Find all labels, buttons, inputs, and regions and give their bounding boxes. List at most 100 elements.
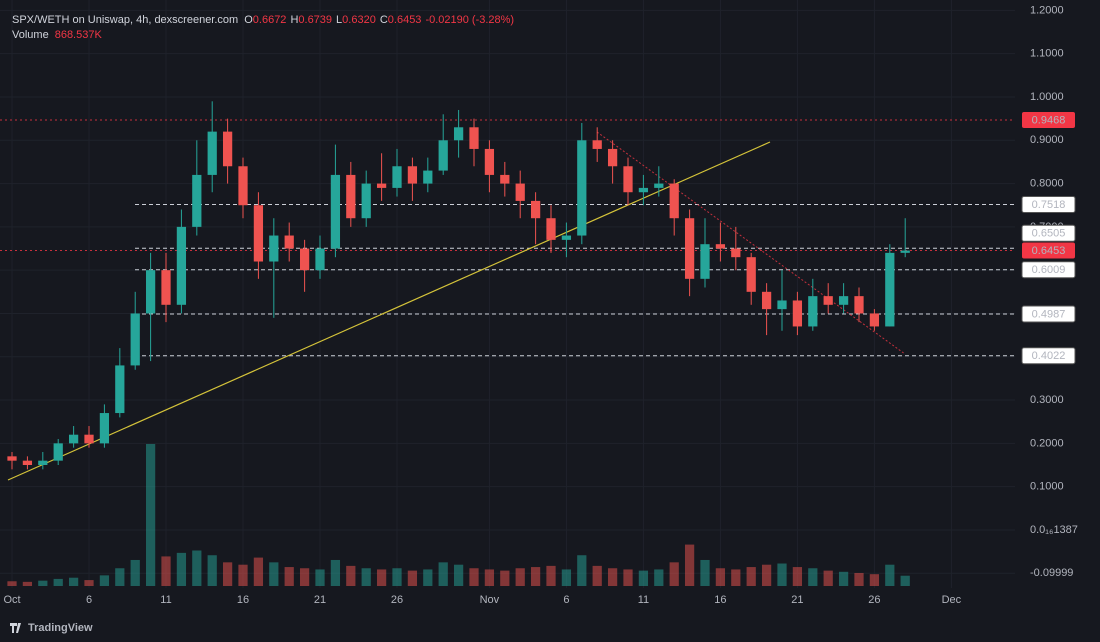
candle-body [115, 365, 125, 414]
candle-body [330, 174, 341, 249]
volume-bar [700, 559, 710, 586]
volume-bar [222, 562, 233, 586]
candle-body [192, 174, 202, 227]
candle-body [838, 296, 849, 305]
volume-bar [423, 569, 433, 586]
y-tick-label: 0.8000 [1030, 177, 1064, 189]
candle-body [746, 257, 756, 292]
volume-value: 868.537K [55, 29, 103, 41]
volume-bar [176, 552, 187, 586]
volume-bar [715, 568, 726, 586]
x-tick-label: 16 [714, 594, 726, 606]
volume-label: Volume [12, 29, 49, 41]
x-tick-label: 11 [160, 594, 171, 606]
candle-body [22, 460, 33, 465]
volume-bar [792, 567, 803, 586]
level-label: 0.6453 [1032, 245, 1066, 257]
volume-bar [654, 569, 664, 586]
level-label: 0.9468 [1032, 114, 1066, 126]
candle-body [577, 140, 587, 236]
candle-body [161, 270, 171, 305]
candle-body [238, 166, 248, 206]
x-tick-label: 26 [868, 594, 880, 606]
volume-bar [207, 555, 217, 586]
levels [0, 119, 1015, 357]
candle-body [715, 244, 726, 249]
ohlc-label: L [336, 14, 342, 26]
x-tick-label: 26 [391, 594, 403, 606]
candle-body [392, 166, 402, 188]
volume-bar [346, 565, 356, 586]
volume-bar [885, 564, 895, 586]
candle-body [592, 140, 602, 149]
candle-body [207, 131, 217, 175]
volume-bar [546, 565, 556, 586]
volume-bar [561, 569, 572, 586]
volume-bar [84, 580, 94, 586]
candle-body [684, 218, 695, 279]
volume-bar [592, 565, 602, 586]
level-badge [1021, 305, 1076, 323]
candle-body [530, 200, 541, 219]
candle-body [623, 166, 633, 193]
volume-bar [269, 562, 279, 586]
x-tick-label: 21 [314, 594, 326, 606]
volume-bar [823, 570, 833, 586]
candle-body [269, 235, 279, 262]
volume-bar [469, 568, 479, 586]
volume-bar [299, 568, 310, 586]
candle-body [607, 148, 618, 167]
ohlc-label: H [290, 14, 298, 26]
symbol: SPX/WETH on Uniswap, 4h, dexscreener.com [12, 14, 238, 26]
volume-bar [38, 580, 48, 586]
y-tick-label: 1.1000 [1030, 48, 1064, 60]
volume-bar [115, 568, 125, 586]
volume-bar [746, 567, 756, 586]
x-tick-label: 6 [563, 594, 569, 606]
candle-body [469, 127, 479, 149]
candle-body [222, 131, 233, 167]
level-label: 0.6009 [1032, 264, 1066, 276]
candle-body [500, 174, 510, 184]
candle-body [792, 300, 803, 327]
level-badge [1022, 112, 1075, 129]
candle-body [638, 187, 649, 193]
volume-bar [854, 572, 864, 586]
level-badge [1021, 261, 1076, 279]
y-tick-label: 1.2000 [1030, 4, 1064, 16]
legend: SPX/WETH on Uniswap, 4h, dexscreener.com… [12, 14, 514, 26]
candle-body [438, 140, 448, 171]
volume-bar [284, 567, 294, 586]
volume-bar [453, 564, 464, 586]
volume-bar [192, 550, 202, 586]
volume-bar [869, 574, 880, 586]
candle-body [885, 252, 895, 327]
candle-body [823, 296, 833, 305]
candle-body [68, 434, 79, 444]
candle-body [376, 183, 387, 188]
level-badge [1021, 347, 1076, 365]
x-tick-label: 21 [791, 594, 803, 606]
candle-body [53, 443, 63, 461]
volume-bar [500, 570, 510, 586]
ohlc-value: 0.6320 [342, 14, 376, 26]
volume-bar [68, 577, 79, 586]
volume-bar [22, 581, 33, 586]
volume-bar [330, 559, 341, 586]
volume-bar [145, 444, 156, 586]
volume-bar [515, 568, 525, 586]
volume-bar [669, 562, 679, 586]
y-tick-label: 0.9000 [1030, 134, 1064, 146]
y-tick-label: 0.1000 [1030, 481, 1064, 493]
candle-body [731, 248, 741, 258]
candle-body [515, 183, 525, 201]
level-label: 0.4987 [1032, 308, 1066, 320]
volume-bar [238, 564, 248, 586]
candle-body [407, 166, 418, 184]
volume-bar [130, 559, 140, 586]
volume-bar [407, 570, 418, 586]
volume-bar [777, 563, 787, 586]
candle-body [315, 248, 325, 271]
candle-body [761, 291, 772, 310]
